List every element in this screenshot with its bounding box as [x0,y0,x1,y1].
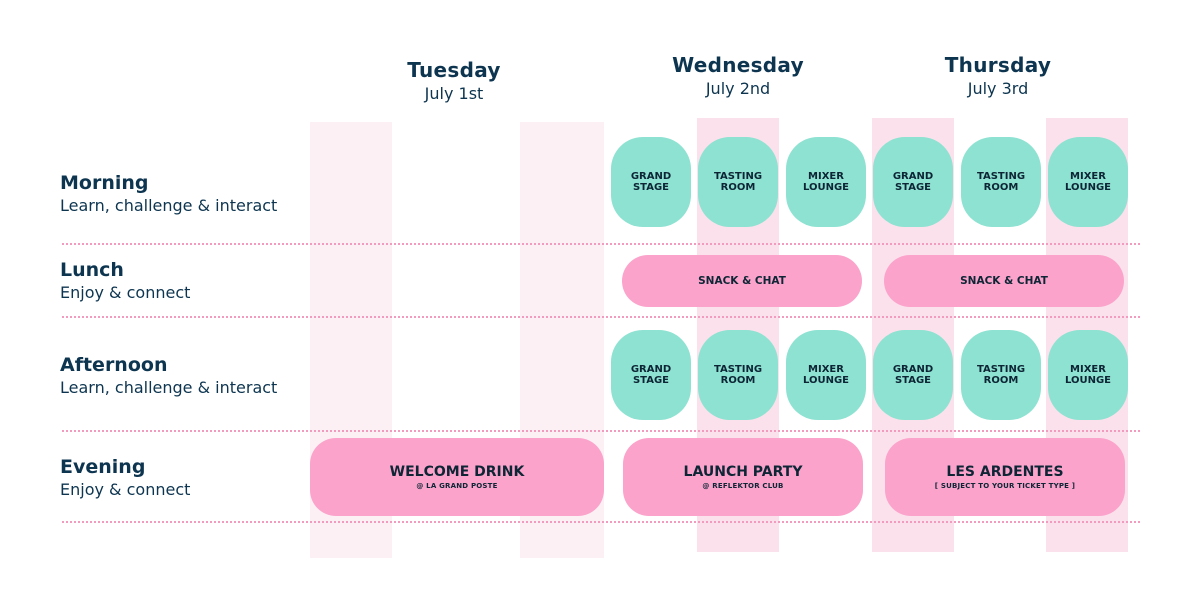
day-header-thursday: Thursday July 3rd [898,53,1098,98]
slot-title: Afternoon [60,354,168,376]
day-date: July 3rd [967,79,1029,98]
slot-subtitle: Learn, challenge & interact [60,378,278,397]
day-name: Thursday [944,53,1052,77]
day-header-tuesday: Tuesday July 1st [354,58,554,103]
room-grand-stage[interactable]: GRAND STAGE [611,330,691,420]
pill-title: SNACK & CHAT [960,275,1048,287]
pill-title: LAUNCH PARTY [683,464,803,480]
slot-afternoon: Afternoon Learn, challenge & interact [60,354,277,397]
room-tasting-room[interactable]: TASTING ROOM [698,330,778,420]
slot-title: Morning [60,172,149,194]
room-tasting-room[interactable]: TASTING ROOM [698,137,778,227]
slot-title: Evening [60,456,146,478]
room-grand-stage[interactable]: GRAND STAGE [873,137,953,227]
row-separator [62,243,1140,245]
room-tasting-room[interactable]: TASTING ROOM [961,137,1041,227]
pill-subtitle: @ REFLEKTOR CLUB [702,482,784,490]
day-name: Wednesday [672,53,804,77]
room-grand-stage[interactable]: GRAND STAGE [611,137,691,227]
row-separator [62,316,1140,318]
pill-title: LES ARDENTES [946,464,1064,480]
room-mixer-lounge[interactable]: MIXER LOUNGE [1048,137,1128,227]
slot-subtitle: Enjoy & connect [60,283,191,302]
snack-chat-pill[interactable]: SNACK & CHAT [884,255,1124,307]
day-date: July 2nd [705,79,771,98]
welcome-drink-pill[interactable]: WELCOME DRINK @ LA GRAND POSTE [310,438,604,516]
slot-lunch: Lunch Enjoy & connect [60,259,190,302]
room-mixer-lounge[interactable]: MIXER LOUNGE [786,330,866,420]
day-date: July 1st [424,84,484,103]
slot-title: Lunch [60,259,124,281]
day-name: Tuesday [407,58,501,82]
pill-subtitle: @ LA GRAND POSTE [416,482,498,490]
snack-chat-pill[interactable]: SNACK & CHAT [622,255,862,307]
day-header-wednesday: Wednesday July 2nd [638,53,838,98]
row-separator [62,430,1140,432]
launch-party-pill[interactable]: LAUNCH PARTY @ REFLEKTOR CLUB [623,438,863,516]
slot-subtitle: Learn, challenge & interact [60,196,278,215]
room-tasting-room[interactable]: TASTING ROOM [961,330,1041,420]
row-separator [62,521,1140,523]
les-ardentes-pill[interactable]: LES ARDENTES [ SUBJECT TO YOUR TICKET TY… [885,438,1125,516]
room-mixer-lounge[interactable]: MIXER LOUNGE [1048,330,1128,420]
pill-subtitle: [ SUBJECT TO YOUR TICKET TYPE ] [934,482,1076,490]
pill-title: SNACK & CHAT [698,275,786,287]
room-grand-stage[interactable]: GRAND STAGE [873,330,953,420]
slot-morning: Morning Learn, challenge & interact [60,172,277,215]
room-mixer-lounge[interactable]: MIXER LOUNGE [786,137,866,227]
slot-evening: Evening Enjoy & connect [60,456,190,499]
slot-subtitle: Enjoy & connect [60,480,191,499]
pill-title: WELCOME DRINK [389,464,525,480]
